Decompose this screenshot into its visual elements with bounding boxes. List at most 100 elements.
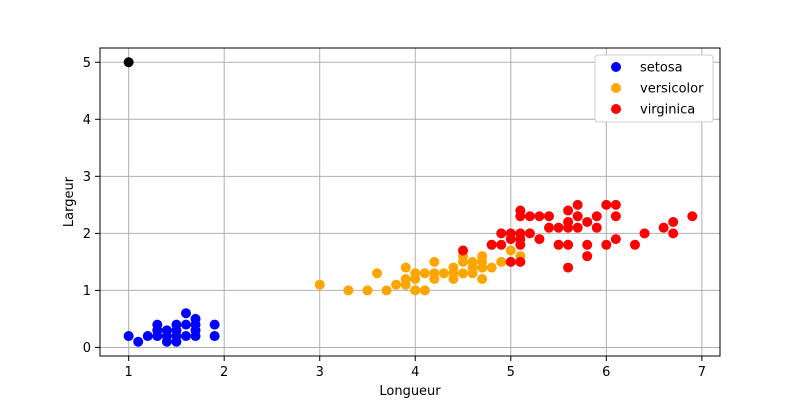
legend-items: setosa versicolor virginica xyxy=(611,61,704,118)
points-layer xyxy=(123,57,698,347)
virginica-point xyxy=(505,228,516,239)
versicolor-point xyxy=(438,268,449,279)
versicolor-point xyxy=(429,256,440,267)
x-tick-label: 7 xyxy=(698,365,706,380)
versicolor-point xyxy=(419,268,430,279)
setosa-point xyxy=(171,319,182,330)
legend-box xyxy=(594,54,714,123)
setosa-point xyxy=(152,319,163,330)
virginica-point xyxy=(553,222,564,233)
setosa-point xyxy=(209,331,220,342)
y-axis-title: Largeur xyxy=(62,176,77,227)
versicolor-point xyxy=(400,274,411,284)
versicolor-point xyxy=(391,279,402,290)
legend-label-setosa: setosa xyxy=(640,61,683,76)
virginica-point xyxy=(505,256,516,267)
virginica-point xyxy=(687,211,698,222)
virginica-point xyxy=(553,239,564,250)
virginica-point xyxy=(582,239,593,250)
y-tick-label: 2 xyxy=(83,227,91,242)
setosa-point xyxy=(180,319,191,330)
versicolor-point xyxy=(486,262,497,273)
virginica-point xyxy=(658,222,669,233)
ticks-layer: 1 2 3 4 5 6 7 0 1 2 3 4 5 xyxy=(83,56,706,380)
y-tick-label: 1 xyxy=(83,284,91,299)
versicolor-point xyxy=(496,256,507,267)
virginica-point xyxy=(563,216,574,227)
virginica-point xyxy=(534,234,545,245)
versicolor-point xyxy=(467,256,478,267)
virginica-point xyxy=(515,205,526,216)
legend-marker-setosa xyxy=(611,62,621,72)
setosa-point xyxy=(142,331,153,342)
legend-marker-versicolor xyxy=(611,83,621,93)
virginica-point xyxy=(591,222,602,233)
virginica-point xyxy=(458,245,469,256)
virginica-point xyxy=(563,262,574,273)
virginica-point xyxy=(543,211,554,222)
virginica-point xyxy=(668,228,679,239)
versicolor-point xyxy=(477,251,488,262)
setosa-point xyxy=(161,325,172,336)
x-tick-label: 3 xyxy=(316,365,324,380)
virginica-point xyxy=(572,211,583,222)
versicolor-point xyxy=(381,285,392,296)
y-tick-label: 5 xyxy=(83,56,91,71)
y-tick-label: 3 xyxy=(83,170,91,185)
virginica-point xyxy=(563,239,574,250)
virginica-point xyxy=(610,199,621,210)
virginica-point xyxy=(496,239,507,250)
y-tick-label: 4 xyxy=(83,113,91,128)
x-axis-title: Longueur xyxy=(379,384,441,399)
versicolor-point xyxy=(448,262,459,273)
marker-point xyxy=(123,57,134,68)
virginica-point xyxy=(639,228,650,239)
setosa-point xyxy=(190,313,201,324)
virginica-point xyxy=(563,205,574,216)
x-tick-label: 1 xyxy=(125,365,133,380)
x-tick-label: 2 xyxy=(220,365,228,380)
versicolor-point xyxy=(505,245,516,256)
virginica-point xyxy=(601,239,612,250)
x-tick-label: 5 xyxy=(507,365,515,380)
versicolor-point xyxy=(419,285,430,296)
virginica-point xyxy=(591,211,602,222)
virginica-point xyxy=(572,199,583,210)
virginica-point xyxy=(515,228,526,239)
versicolor-point xyxy=(343,285,354,296)
y-tick-label: 0 xyxy=(83,341,91,356)
versicolor-point xyxy=(362,285,373,296)
virginica-point xyxy=(610,211,621,222)
legend: setosa versicolor virginica xyxy=(594,54,714,123)
virginica-point xyxy=(543,222,554,233)
virginica-point xyxy=(524,228,535,239)
plot-frame xyxy=(99,47,721,357)
setosa-point xyxy=(123,331,134,342)
grid-layer xyxy=(100,48,720,356)
virginica-point xyxy=(582,216,593,227)
virginica-point xyxy=(524,211,535,222)
legend-label-virginica: virginica xyxy=(640,103,695,118)
virginica-point xyxy=(534,211,545,222)
versicolor-point xyxy=(372,268,383,279)
versicolor-point xyxy=(410,285,421,296)
virginica-point xyxy=(572,222,583,233)
versicolor-point xyxy=(400,262,411,273)
versicolor-point xyxy=(477,274,488,284)
virginica-point xyxy=(601,199,612,210)
x-tick-label: 6 xyxy=(602,365,610,380)
versicolor-point xyxy=(314,279,325,290)
virginica-point xyxy=(486,239,497,250)
setosa-point xyxy=(180,331,191,342)
virginica-point xyxy=(668,216,679,227)
setosa-point xyxy=(209,319,220,330)
virginica-point xyxy=(610,234,621,245)
legend-label-versicolor: versicolor xyxy=(640,82,704,97)
virginica-point xyxy=(515,256,526,267)
virginica-point xyxy=(629,239,640,250)
x-tick-label: 4 xyxy=(411,365,419,380)
virginica-point xyxy=(582,251,593,262)
setosa-point xyxy=(133,336,144,347)
versicolor-point xyxy=(458,268,469,279)
legend-marker-virginica xyxy=(611,104,621,114)
